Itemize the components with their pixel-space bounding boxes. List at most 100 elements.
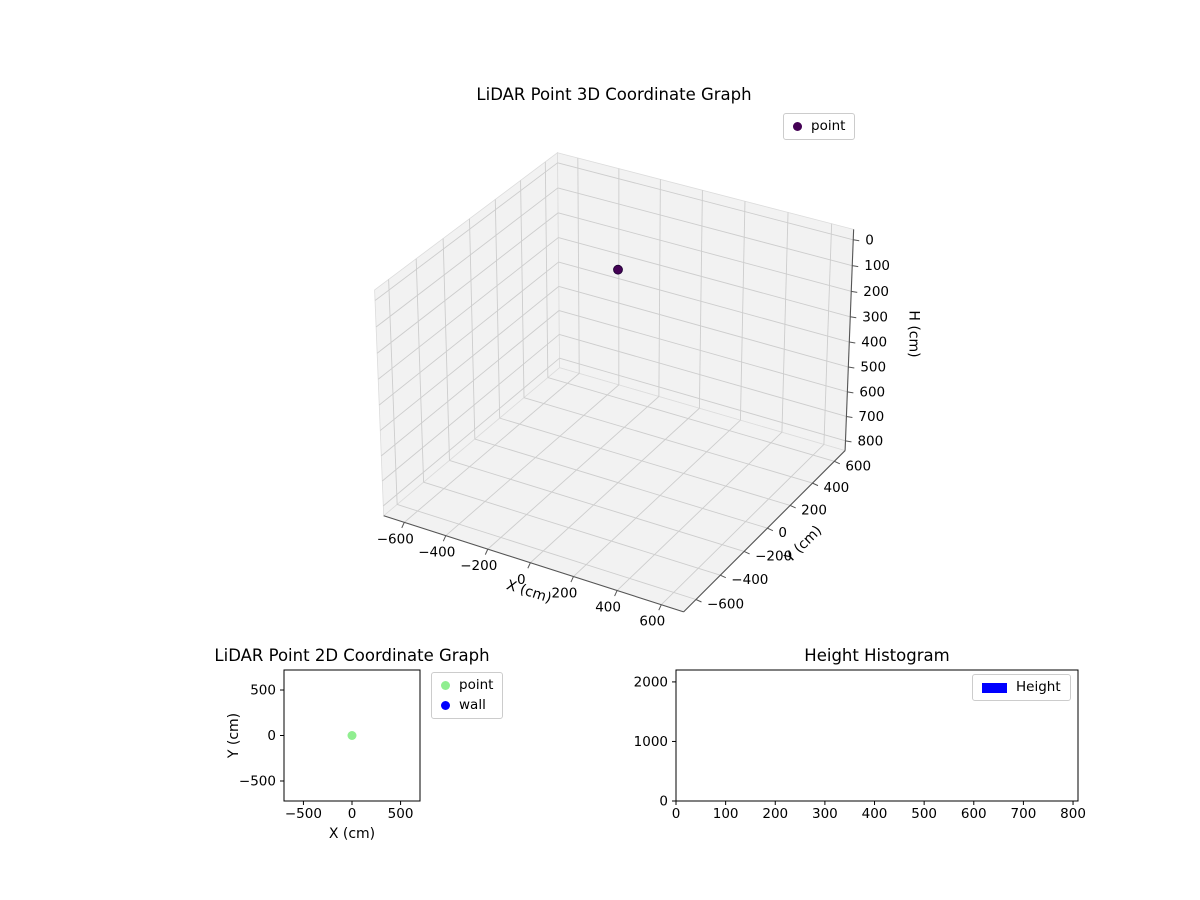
x-tick-label: 200 — [762, 806, 788, 822]
grid-x — [781, 212, 789, 433]
h-tick-label: 200 — [863, 284, 889, 300]
grid-x — [698, 190, 703, 409]
h-tick-label: 500 — [860, 360, 886, 376]
h-tick-label: 700 — [858, 409, 884, 425]
grid-h — [375, 187, 559, 328]
x-tick-label: 400 — [595, 600, 621, 616]
h-tick-label: 300 — [862, 309, 888, 325]
y-tick — [834, 460, 841, 465]
grid-x — [487, 396, 660, 550]
legend-item: wall — [441, 697, 493, 714]
grid-h — [557, 187, 853, 267]
legend-label: wall — [459, 697, 486, 713]
x-tick-label: 500 — [911, 806, 937, 822]
legend-label: point — [459, 677, 494, 693]
legend-rect-icon — [982, 682, 1007, 693]
legend-label: point — [811, 118, 846, 134]
x-tick-label: 0 — [672, 806, 681, 822]
x-tick-label: 700 — [1011, 806, 1037, 822]
h-tick-label: 100 — [864, 258, 890, 274]
h-axis-label: H (cm) — [905, 310, 921, 357]
grid-h — [378, 261, 559, 406]
y-tick-label: −600 — [707, 596, 744, 612]
x-tick-label: 100 — [713, 806, 739, 822]
x-tick — [401, 522, 405, 529]
x-tick-label: 0 — [517, 572, 526, 588]
grid-y — [469, 218, 476, 440]
grid-y — [547, 377, 835, 462]
grid-y — [544, 161, 549, 378]
grid-x — [530, 407, 700, 564]
grid-x — [573, 419, 741, 577]
x-tick — [614, 590, 618, 597]
x-axis-label: X (cm) — [504, 577, 553, 606]
grid-y — [442, 238, 450, 461]
grid-h — [381, 310, 560, 457]
x-tick-label: 400 — [862, 806, 888, 822]
y-tick-label: 1000 — [634, 734, 668, 750]
grid-y — [397, 504, 697, 600]
grid-h — [374, 162, 558, 301]
y-axis-spine — [683, 450, 846, 613]
grid-h — [558, 285, 849, 368]
y-tick — [720, 574, 727, 579]
grid-h — [557, 162, 854, 241]
grid-y — [494, 199, 501, 419]
grid-x — [616, 431, 783, 591]
grid-h — [377, 237, 559, 380]
x-tick — [658, 604, 662, 611]
grid-y — [474, 438, 768, 529]
y-tick-label: 200 — [801, 502, 827, 518]
y-tick — [695, 599, 702, 603]
h-tick — [845, 440, 852, 443]
grid-y — [499, 417, 791, 506]
h-tick-label: 400 — [861, 335, 887, 351]
x-tick-label: 600 — [639, 614, 665, 630]
h-tick — [848, 366, 855, 369]
grid-x — [823, 223, 833, 445]
grid-h — [558, 310, 848, 393]
x-tick — [442, 535, 447, 542]
legend-label: Height — [1016, 679, 1061, 695]
grid-h — [382, 334, 560, 482]
grid-y — [520, 180, 525, 398]
x-axis-label: X (cm) — [329, 826, 375, 842]
lidar-point-2d — [347, 731, 357, 740]
plot3d-legend: point — [783, 113, 856, 140]
grid-h — [383, 357, 560, 507]
y-tick-label: 0 — [267, 728, 276, 744]
y-tick — [767, 527, 774, 532]
h-tick — [852, 265, 859, 268]
grid-y — [523, 397, 813, 484]
grid-y — [423, 481, 721, 576]
h-axis-spine — [844, 229, 855, 451]
x-tick — [527, 562, 531, 569]
y-tick-label: −500 — [239, 773, 276, 789]
grid-x — [660, 444, 825, 606]
y-axis-label: Y (cm) — [226, 713, 242, 759]
h-tick — [846, 415, 853, 418]
h-tick — [849, 341, 856, 344]
x-tick — [570, 576, 574, 583]
y-tick-label: 2000 — [634, 674, 668, 690]
x-tick-label: −500 — [285, 806, 322, 822]
histogram-title: Height Histogram — [804, 646, 950, 665]
y-tick-label: 0 — [778, 525, 787, 541]
x-tick-label: 800 — [1060, 806, 1086, 822]
y-tick — [812, 482, 819, 487]
h-tick-label: 800 — [857, 433, 883, 449]
h-tick-label: 600 — [859, 384, 885, 400]
legend-dot-icon — [441, 681, 450, 690]
grid-h — [559, 357, 846, 442]
grid-h — [558, 261, 850, 343]
y-tick-label: 400 — [823, 480, 849, 496]
h-tick — [853, 239, 860, 242]
x-axis-spine — [383, 515, 684, 613]
grid-h — [557, 212, 852, 292]
histogram-legend: Height — [972, 674, 1071, 701]
legend-dot-icon — [793, 122, 802, 131]
h-tick — [847, 391, 854, 394]
plot3d-title: LiDAR Point 3D Coordinate Graph — [476, 85, 752, 104]
h-tick-label: 0 — [865, 232, 874, 248]
